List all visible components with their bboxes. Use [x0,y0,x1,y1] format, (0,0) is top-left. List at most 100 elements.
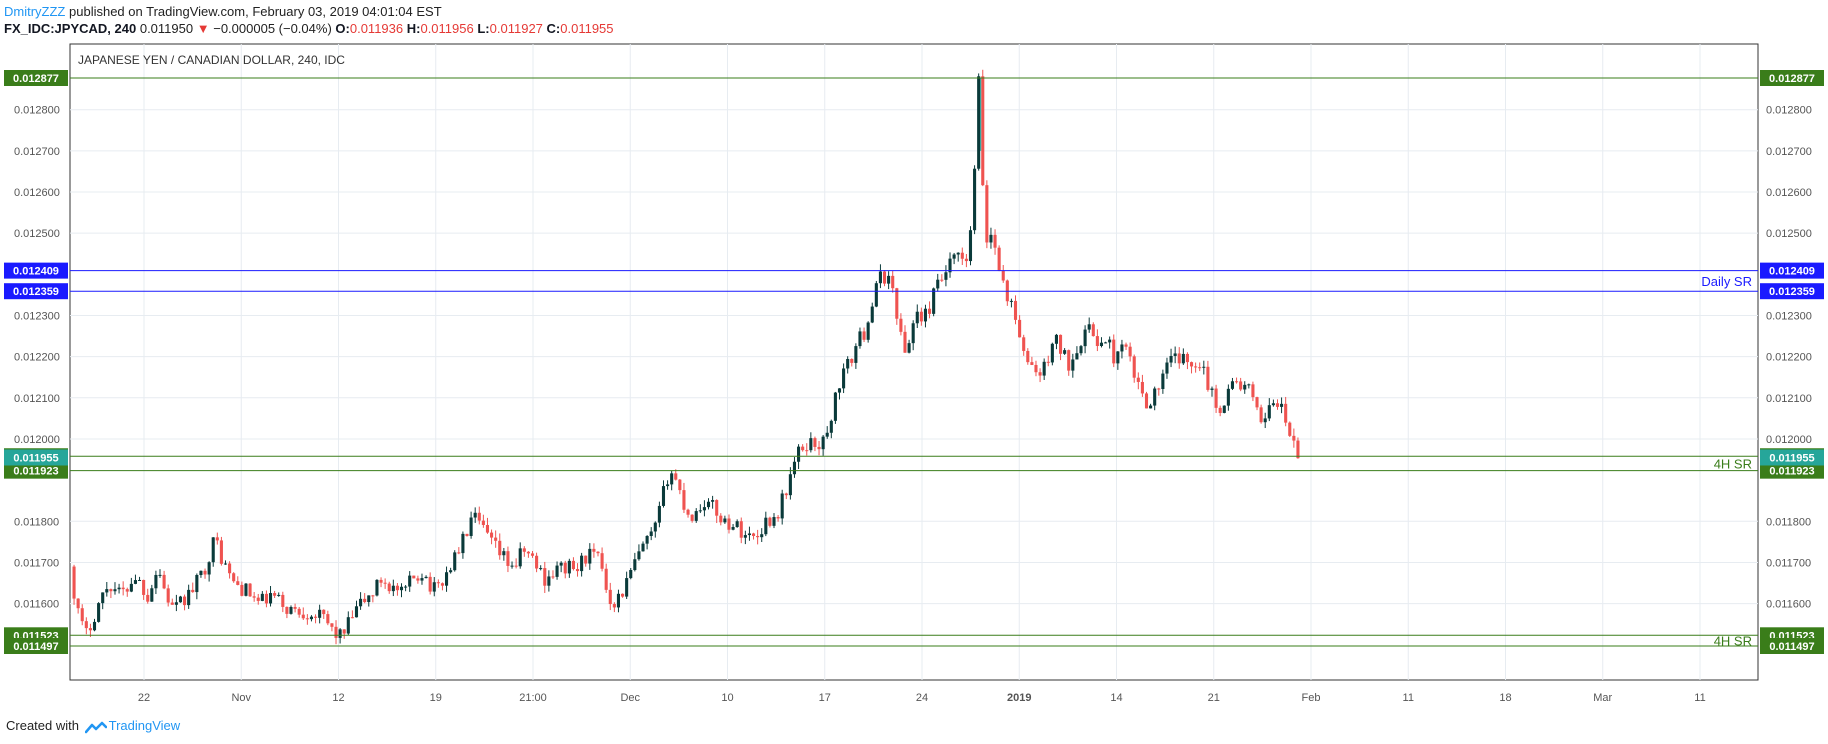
y-tick-label-right: 0.012700 [1766,146,1812,158]
x-tick-label: 21:00 [519,692,547,704]
y-tick-label-right: 0.011800 [1766,516,1811,528]
candle-body [277,594,281,596]
level-tag-label: 0.011923 [13,466,58,478]
y-tick-label-left: 0.012700 [14,146,60,158]
candle-body [989,234,993,243]
candle-body [477,512,481,521]
candle-body [735,521,739,528]
candle-body [547,576,551,586]
candle-body [191,589,195,593]
candle-body [1079,346,1083,354]
candle-body [92,621,97,631]
candle-body [228,563,232,574]
high-value: 0.011956 [420,21,474,36]
candle-body [530,553,535,556]
level-tag-label: 0.012409 [13,266,59,278]
candle-body [670,473,674,485]
candle-body [747,533,751,536]
current-price-label: 0.011955 [1769,452,1814,464]
candle-body [539,568,543,570]
level-tag-left [4,283,68,300]
candle-body [109,589,113,592]
candle-body [346,617,350,634]
candle-body [1173,353,1177,356]
current-price-label: 0.011955 [13,452,58,464]
candle-body [1083,329,1087,347]
candle-body [825,432,829,437]
candle-body [465,533,469,536]
candle-body [756,535,760,538]
candle-body [1165,362,1169,374]
candle-body [616,593,621,608]
candle-body [694,511,698,521]
candle-body [1071,359,1075,371]
candle-body [371,595,375,597]
candle-body [481,520,485,525]
candle-body [1153,388,1157,406]
candle-body [702,507,706,511]
candle-body [498,540,502,556]
candle-body [727,518,731,530]
candle-body [1296,440,1300,459]
candle-body [1144,393,1149,409]
candle-body [842,368,846,389]
candle-body [166,588,170,603]
candle-body [469,517,473,536]
candle-body [653,522,657,532]
x-tick-label: 22 [138,692,150,704]
candle-body [731,527,735,530]
candle-body [440,583,444,586]
candle-body [424,576,428,579]
candle-body [817,446,821,450]
candle-body [1034,364,1038,373]
candle-body [461,533,465,554]
candle-body [211,537,215,563]
candle-body [1009,300,1013,302]
candle-body [244,583,248,596]
candle-body [404,586,408,588]
candle-body [387,583,391,592]
candle-body [305,618,309,620]
level-tag-left [4,70,68,86]
y-tick-label-right: 0.012300 [1766,310,1812,322]
candle-body [1247,384,1251,386]
candle-body [956,252,960,255]
candle-body [1067,350,1071,371]
candle-body [563,562,567,574]
y-tick-label-right: 0.012800 [1766,105,1812,117]
candle-body [101,592,105,604]
candle-body [490,532,494,538]
candle-body [354,606,359,618]
candle-body [674,473,678,480]
candle-body [1230,381,1235,389]
candle-body [792,461,797,475]
candle-body [600,553,604,569]
candle-body [837,388,842,393]
candle-body [1157,388,1161,390]
candle-body [661,486,666,506]
candle-body [412,575,416,579]
candle-body [858,331,862,347]
candle-body [919,311,923,322]
candle-body [420,578,424,581]
candle-body [571,560,575,570]
candle-body [314,616,318,618]
candle-body [379,579,383,583]
candle-body [428,576,432,592]
candle-body [178,596,183,603]
x-tick-label: Dec [620,692,640,704]
candle-body [240,584,244,596]
candle-body [436,582,440,584]
candle-body [72,566,76,599]
candle-body [76,598,80,609]
level-tag-right [1760,262,1824,279]
author-link[interactable]: DmitryZZZ [4,4,66,19]
candle-body [183,596,187,606]
tradingview-link[interactable]: TradingView [108,718,181,733]
candle-body [821,436,825,450]
candle-body [170,602,174,605]
y-tick-label-right: 0.012600 [1766,187,1812,199]
candle-body [1022,337,1026,351]
candle-body [559,562,563,566]
